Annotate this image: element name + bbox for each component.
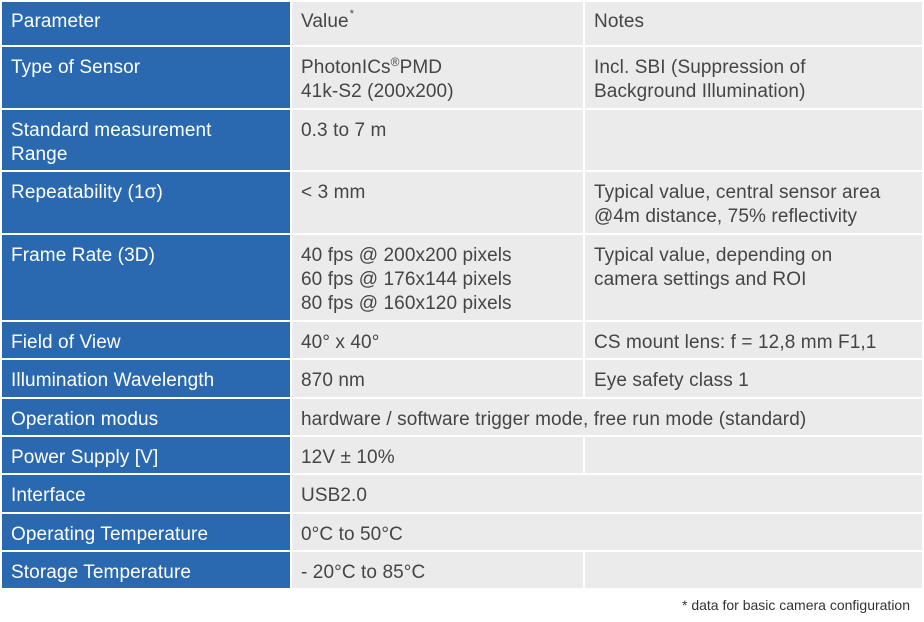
param-cell: Operation modus [0, 397, 292, 437]
value-line: 41k-S2 (200x200) [301, 81, 454, 102]
note-line: Typical value, depending on [594, 245, 833, 266]
param-cell: Frame Rate (3D) [0, 233, 292, 322]
table-row: Illumination Wavelength 870 nm Eye safet… [0, 358, 924, 399]
param-cell: Type of Sensor [0, 45, 292, 110]
table-row: Frame Rate (3D) 40 fps @ 200x200 pixels … [0, 233, 924, 322]
note-cell: CS mount lens: f = 12,8 mm F1,1 [583, 320, 924, 360]
value-cell: 0.3 to 7 m [290, 108, 585, 172]
header-notes: Notes [583, 0, 924, 47]
note-line: @4m distance, 75% reflectivity [594, 206, 858, 227]
note-line: Typical value, central sensor area [594, 182, 881, 203]
value-line: 80 fps @ 160x120 pixels [301, 293, 512, 314]
value-cell: 12V ± 10% [290, 435, 585, 475]
footnote: * data for basic camera configuration [681, 597, 910, 613]
param-cell: Storage Temperature [0, 550, 292, 590]
note-cell: Eye safety class 1 [583, 358, 924, 399]
value-cell: 870 nm [290, 358, 585, 399]
table-row: Operation modus hardware / software trig… [0, 397, 924, 437]
registered-mark: ® [390, 55, 400, 69]
value-cell: 40° x 40° [290, 320, 585, 360]
param-cell: Illumination Wavelength [0, 358, 292, 399]
note-line: Background Illumination) [594, 81, 806, 102]
note-line: camera settings and ROI [594, 269, 807, 290]
value-line: PhotonICs®PMD [301, 56, 574, 80]
note-line: Incl. SBI (Suppression of [594, 57, 806, 78]
param-line: Standard measurement [11, 120, 212, 141]
specifications-table: Parameter Value* Notes Type of Sensor Ph… [0, 0, 924, 590]
note-cell [583, 108, 924, 172]
table-row: Power Supply [V] 12V ± 10% [0, 435, 924, 475]
value-cell: 0°C to 50°C [290, 512, 924, 552]
param-cell: Standard measurement Range [0, 108, 292, 172]
note-cell: Incl. SBI (Suppression of Background Ill… [583, 45, 924, 110]
value-line: 40 fps @ 200x200 pixels [301, 245, 512, 266]
value-cell: hardware / software trigger mode, free r… [290, 397, 924, 437]
param-cell: Operating Temperature [0, 512, 292, 552]
value-text: PhotonICs [301, 57, 391, 78]
value-cell: USB2.0 [290, 473, 924, 514]
value-text: PMD [399, 57, 443, 78]
table-row: Repeatability (1σ) < 3 mm Typical value,… [0, 170, 924, 235]
note-cell: Typical value, depending on camera setti… [583, 233, 924, 322]
value-line: 60 fps @ 176x144 pixels [301, 269, 512, 290]
header-value-label: Value [301, 11, 349, 32]
table-header-row: Parameter Value* Notes [0, 0, 924, 47]
value-cell: - 20°C to 85°C [290, 550, 585, 590]
header-value-asterisk: * [349, 8, 355, 20]
table-row: Field of View 40° x 40° CS mount lens: f… [0, 320, 924, 360]
param-cell: Power Supply [V] [0, 435, 292, 475]
param-cell: Field of View [0, 320, 292, 360]
param-cell: Repeatability (1σ) [0, 170, 292, 235]
note-cell: Typical value, central sensor area @4m d… [583, 170, 924, 235]
value-cell: < 3 mm [290, 170, 585, 235]
table-row: Standard measurement Range 0.3 to 7 m [0, 108, 924, 172]
param-line: Range [11, 144, 68, 165]
header-value: Value* [290, 0, 585, 47]
header-parameter: Parameter [0, 0, 292, 47]
table-row: Operating Temperature 0°C to 50°C [0, 512, 924, 552]
table-row: Storage Temperature - 20°C to 85°C [0, 550, 924, 590]
note-cell [583, 550, 924, 590]
table-row: Interface USB2.0 [0, 473, 924, 514]
param-cell: Interface [0, 473, 292, 514]
value-cell: 40 fps @ 200x200 pixels 60 fps @ 176x144… [290, 233, 585, 322]
value-cell: PhotonICs®PMD 41k-S2 (200x200) [290, 45, 585, 110]
table-row: Type of Sensor PhotonICs®PMD 41k-S2 (200… [0, 45, 924, 110]
note-cell [583, 435, 924, 475]
